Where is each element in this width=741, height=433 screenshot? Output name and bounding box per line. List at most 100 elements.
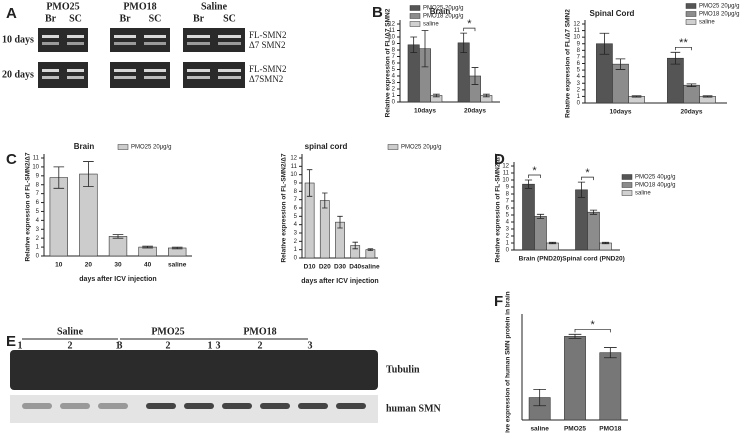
annotation: * (467, 18, 472, 30)
x-axis-label: days after ICV injection (301, 278, 378, 285)
gel-band (114, 42, 136, 45)
y-tick-label: 11 (291, 164, 298, 170)
bar (365, 249, 376, 259)
bar (49, 177, 68, 257)
error-bar (471, 67, 479, 85)
error-bar (615, 58, 626, 70)
bar (612, 63, 629, 104)
panel-label: A (6, 5, 17, 22)
x-tick-label: 10days (414, 108, 436, 115)
gel-band (218, 42, 241, 45)
blot-lane: 2 (68, 340, 73, 351)
legend-swatch (409, 13, 421, 19)
y-tick-label: 1 (294, 247, 298, 253)
x-tick-label: saline (530, 426, 549, 433)
gel-image (183, 62, 245, 88)
error-bar (524, 179, 533, 189)
y-tick-label: 8 (392, 48, 396, 54)
gel-band (144, 35, 166, 38)
gel-lane: Br (193, 13, 205, 24)
annotation: * (591, 319, 596, 331)
annotation: * (532, 165, 537, 177)
y-tick-label: 0 (36, 254, 40, 260)
bar (108, 236, 128, 257)
gel-band (187, 42, 210, 45)
legend-label: PMO25 20μg/g (699, 4, 739, 10)
y-tick-label: 9 (36, 173, 40, 179)
x-tick-label: D10 (304, 264, 316, 271)
y-tick-label: 0 (506, 248, 510, 254)
gel-band (67, 76, 84, 79)
x-tick-label: D20 (319, 264, 331, 271)
blot-band (260, 403, 290, 409)
panel-label: B (372, 4, 383, 21)
gel-band (144, 42, 166, 45)
y-tick-label: 2 (506, 234, 510, 240)
y-tick-label: 5 (294, 214, 298, 220)
x-axis-label: days after ICV injection (79, 276, 156, 283)
gel-row: 10 days (2, 34, 34, 45)
blot-band (298, 403, 328, 409)
error-bar (53, 166, 65, 189)
gel-band (42, 35, 59, 38)
gel-band (114, 35, 136, 38)
error-bar (322, 192, 328, 209)
y-tick-label: 11 (389, 28, 396, 34)
blot-band (98, 403, 128, 409)
blot-row: human SMN (386, 403, 442, 414)
y-tick-label: 7 (577, 54, 581, 60)
gel-image (110, 28, 170, 52)
legend-label: PMO25 20μg/g (401, 145, 441, 151)
gel-lane: SC (149, 13, 162, 24)
y-tick-label: 7 (294, 197, 298, 203)
panel-label: D (494, 151, 505, 168)
bar (575, 189, 588, 251)
bar (587, 211, 600, 251)
blot-image (10, 350, 378, 390)
error-bar (352, 241, 358, 250)
y-tick-label: 4 (294, 222, 298, 228)
bar (522, 183, 535, 251)
error-bar (686, 83, 697, 87)
blot-band (184, 403, 214, 409)
chart-title: Brain (430, 7, 451, 16)
gel-band (67, 42, 84, 45)
significance-bracket (463, 27, 476, 32)
bar (319, 200, 330, 259)
bar (683, 84, 700, 104)
gel-lane: Br (45, 13, 57, 24)
y-tick-label: 11 (33, 156, 40, 162)
error-bar (536, 213, 545, 219)
y-tick-label: 10 (32, 164, 39, 170)
y-tick-label: 3 (392, 80, 396, 86)
y-tick-label: 6 (577, 61, 581, 67)
y-tick-label: 8 (506, 192, 510, 198)
error-bar (603, 347, 617, 359)
gel-band (42, 76, 59, 79)
error-bar (432, 93, 440, 98)
y-tick-label: 10 (290, 172, 297, 178)
gel-image (110, 62, 170, 88)
x-tick-label: D40 (349, 264, 361, 271)
y-tick-label: 5 (577, 68, 581, 74)
y-tick-label: 5 (36, 209, 40, 215)
legend-label: PMO25 20μg/g (131, 145, 171, 151)
gel-band (187, 35, 210, 38)
gel-lane: SC (223, 13, 236, 24)
y-tick-label: 5 (392, 67, 396, 73)
y-tick-label: 7 (392, 54, 396, 60)
error-bar (410, 36, 418, 53)
x-tick-label: 20days (680, 109, 702, 116)
error-bar (421, 30, 429, 68)
chart-title: Spinal Cord (590, 9, 635, 18)
gel-image (38, 62, 88, 88)
y-tick-label: 5 (506, 213, 510, 219)
y-tick-label: 6 (294, 206, 298, 212)
blot-group: Saline (57, 326, 84, 337)
y-tick-label: 3 (506, 227, 510, 233)
error-bar (460, 32, 468, 53)
x-tick-label: 30 (114, 262, 122, 269)
chart-title: spinal cord (305, 142, 348, 151)
y-tick-label: 10 (573, 35, 580, 41)
gel-lane: Br (119, 13, 131, 24)
